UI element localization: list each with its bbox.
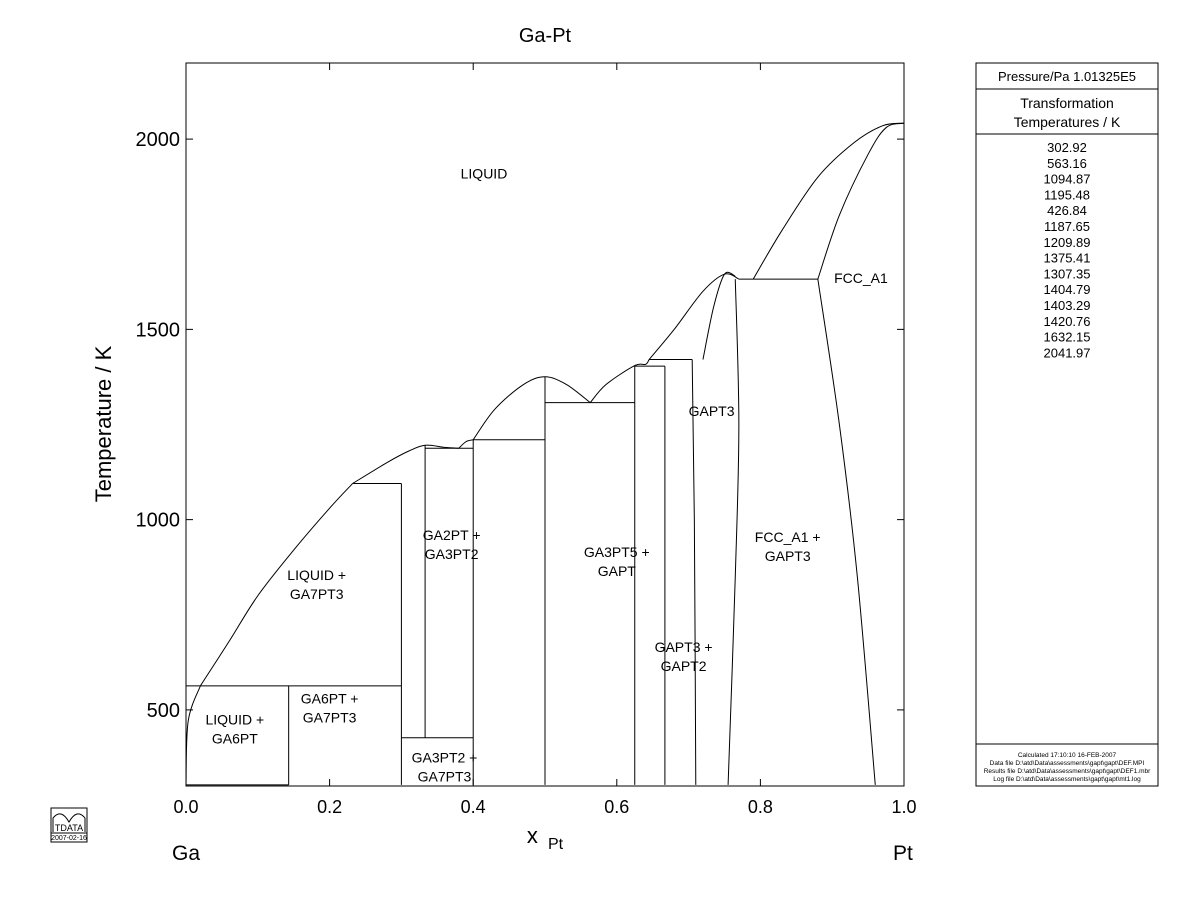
phase-boundary-curve (648, 273, 740, 360)
transformation-panel: Pressure/Pa 1.01325E5 Transformation Tem… (975, 62, 1159, 787)
temperature-value: 1307.35 (1044, 266, 1091, 281)
phase-boundary-curve (817, 122, 905, 280)
footer-line: Calculated 17:10:10 16-FEB-2007 (1018, 752, 1117, 759)
pressure-label: Pressure/Pa 1.01325E5 (998, 69, 1136, 84)
phase-region-label: GA6PT + (301, 690, 359, 706)
phase-region-label: GA7PT3 (290, 586, 344, 602)
phase-boundaries (185, 122, 905, 786)
temperature-value: 1375.41 (1044, 251, 1091, 266)
y-tick-label: 1000 (136, 510, 181, 532)
phase-region-label: GA7PT3 (418, 768, 472, 784)
phase-region-label: GAPT3 (765, 548, 811, 564)
phase-region-labels: LIQUID FCC_A1 GAPT3 LIQUID + GA7PT3 GA2PT + GA… (205, 165, 888, 784)
x-tick-label: 0.8 (748, 797, 773, 817)
temperature-value: 426.84 (1047, 203, 1087, 218)
phase-region-label: GA6PT (212, 730, 258, 746)
logo-date: 2007-02-16 (51, 835, 87, 842)
phase-boundary-curve (727, 279, 740, 785)
x-tick-label: 0.4 (461, 797, 486, 817)
y-tick-label: 2000 (136, 129, 181, 151)
phase-region-label: GA3PT2 + (412, 749, 478, 765)
phase-boundary-curve (817, 279, 876, 785)
x-axis-label-main: x (527, 823, 538, 848)
endpoint-left-label: Ga (172, 842, 200, 865)
phase-region-label: GA7PT3 (303, 709, 357, 725)
panel-header-line2: Temperatures / K (1014, 114, 1121, 130)
footer-line: Data file D:\atd\Data\assessments\gapt\g… (990, 760, 1145, 767)
x-axis-label: x Pt (527, 823, 564, 853)
logo-arc-icon (52, 813, 86, 832)
temperature-value: 1195.48 (1044, 187, 1090, 202)
phase-boundary-curve (458, 439, 474, 449)
x-axis-ticks: 0.0 0.2 0.4 0.6 0.8 1.0 (173, 63, 917, 817)
phase-region-label: GA2PT + (423, 527, 481, 543)
y-tick-label: 1500 (136, 319, 181, 341)
temperature-value: 1404.79 (1044, 282, 1091, 297)
x-tick-label: 0.6 (604, 797, 629, 817)
x-tick-label: 0.0 (173, 797, 198, 817)
temperature-value: 1209.89 (1044, 235, 1091, 250)
phase-region-label: GAPT2 (661, 658, 707, 674)
endpoint-right-label: Pt (893, 842, 913, 865)
phase-region-label: LIQUID (461, 165, 508, 181)
phase-boundary-curve (752, 122, 905, 280)
temperature-value: 1403.29 (1044, 298, 1091, 313)
temperature-value: 302.92 (1047, 140, 1087, 155)
phase-boundary-curve (199, 483, 353, 687)
phase-region-label: LIQUID + (287, 567, 346, 583)
phase-region-label: LIQUID + (205, 711, 264, 727)
panel-header-line1: Transformation (1020, 95, 1114, 111)
temperature-value: 1187.65 (1044, 219, 1090, 234)
y-tick-label: 500 (147, 700, 180, 722)
panel-frame (975, 62, 1159, 787)
phase-region-label: GAPT3 (689, 403, 735, 419)
footer-line: Results file D:\atd\Data\assessments\gap… (984, 768, 1151, 775)
phase-boundary-curve (352, 444, 459, 484)
x-axis-label-subscript: Pt (548, 836, 564, 853)
temperature-value: 1094.87 (1044, 172, 1091, 187)
chart-title: Ga-Pt (519, 25, 572, 47)
plot-frame (185, 62, 905, 787)
phase-region-label: FCC_A1 (834, 270, 888, 286)
temperature-value: 1420.76 (1044, 314, 1091, 329)
logo-text: TDATA (55, 823, 83, 833)
x-tick-label: 0.2 (317, 797, 342, 817)
y-axis-label: Temperature / K (91, 345, 116, 502)
logo-date-frame (50, 832, 88, 843)
phase-boundary-curve (589, 359, 650, 404)
phase-region-label: GA3PT2 (425, 546, 479, 562)
temperature-value: 563.16 (1047, 156, 1087, 171)
temperature-value: 1632.15 (1044, 330, 1091, 345)
y-axis-ticks: 500 1000 1500 2000 (136, 129, 904, 722)
tdata-logo: TDATA 2007-02-16 (50, 807, 88, 843)
phase-boundary-curve (691, 359, 697, 785)
temperature-list: 302.92563.161094.871195.48426.841187.651… (1044, 140, 1091, 360)
phase-boundary-curve (185, 685, 201, 785)
phase-region-label: GAPT3 + (655, 639, 713, 655)
x-tick-label: 1.0 (891, 797, 916, 817)
temperature-value: 2041.97 (1044, 345, 1091, 360)
footer-line: Log file D:\atd\Data\assessments\gapt\ga… (993, 776, 1141, 783)
phase-region-label: GA3PT5 + (584, 544, 650, 560)
phase-region-label: FCC_A1 + (755, 529, 821, 545)
phase-boundary-curve (702, 271, 736, 360)
phase-boundary-curve (472, 376, 591, 441)
phase-region-label: GAPT (598, 563, 637, 579)
